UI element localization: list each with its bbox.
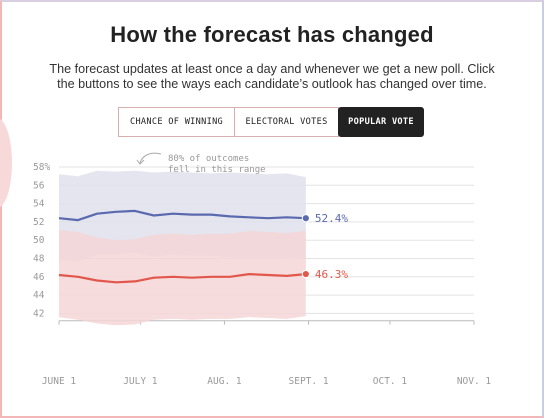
- x-tick-label: OCT. 1: [373, 376, 408, 387]
- outcome-bands: [59, 170, 306, 326]
- y-tick-label: 46: [33, 272, 45, 283]
- subtitle-line-1: The forecast updates at least once a day…: [49, 62, 495, 76]
- y-tick-label: 50: [33, 235, 45, 246]
- y-tick-label: 58%: [33, 162, 50, 173]
- dem-end-label: 52.4%: [315, 212, 348, 225]
- rep-end-label: 46.3%: [315, 268, 348, 281]
- popular-vote-button[interactable]: POPULAR VOTE: [338, 107, 424, 137]
- x-tick-label: JUNE 1: [42, 376, 77, 387]
- chart-labels: 58% 56 54 52 50 48 46 44 42 JUNE 1 JULY 1 AUG. 1 SEP…: [33, 162, 491, 387]
- y-tick-label: 56: [33, 180, 45, 191]
- view-toggle-group: CHANCE OF WINNING ELECTORAL VOTES POPULA…: [118, 107, 424, 137]
- subtitle-line-2: the buttons to see the ways each candida…: [57, 77, 487, 91]
- chance-of-winning-button[interactable]: CHANCE OF WINNING: [118, 107, 235, 137]
- dem-series-line: [58, 209, 306, 222]
- annotation-line-2: fell in this range: [168, 165, 266, 175]
- rep-series-line: [58, 273, 306, 284]
- annotation-arrowhead: [136, 159, 145, 165]
- y-tick-label: 42: [33, 308, 44, 319]
- y-tick-label: 52: [33, 217, 44, 228]
- x-tick-label: NOV. 1: [457, 376, 492, 387]
- annotation-line-1: 80% of outcomes: [168, 154, 249, 164]
- page-subtitle: The forecast updates at least once a day…: [20, 62, 524, 92]
- annotation: 80% of outcomes fell in this range: [136, 152, 266, 175]
- rep-end-point: [301, 269, 310, 279]
- series-lines: [58, 209, 310, 284]
- y-tick-label: 54: [33, 199, 45, 210]
- y-tick-label: 44: [33, 290, 45, 301]
- x-tick-label: AUG. 1: [207, 376, 242, 387]
- dem-end-point: [301, 214, 310, 223]
- page-title: How the forecast has changed: [110, 22, 434, 47]
- x-tick-label: SEPT. 1: [289, 376, 329, 387]
- x-tick-label: JULY 1: [123, 376, 158, 387]
- decorative-blob: [0, 118, 12, 208]
- y-tick-label: 48: [33, 254, 45, 265]
- annotation-arrow: [139, 152, 162, 164]
